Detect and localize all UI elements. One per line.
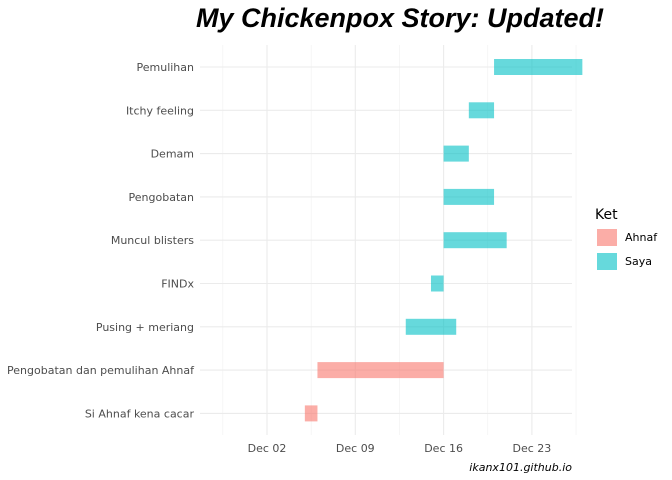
- chart-caption: ikanx101.github.io: [469, 461, 572, 474]
- legend-key: [597, 253, 617, 270]
- y-tick-label: Demam: [151, 148, 194, 161]
- legend: Ket Ahnaf Saya: [595, 207, 658, 270]
- gantt-bar: [494, 59, 582, 75]
- y-tick-label: Pemulihan: [137, 61, 195, 74]
- y-tick-label: Muncul blisters: [111, 234, 194, 247]
- x-axis-labels: Dec 02 Dec 09 Dec 16 Dec 23: [248, 442, 552, 455]
- x-tick-label: Dec 16: [424, 442, 463, 455]
- legend-label: Ahnaf: [625, 231, 658, 244]
- y-tick-label: Pusing + meriang: [96, 321, 194, 334]
- x-tick-label: Dec 23: [513, 442, 552, 455]
- y-axis-labels: Pemulihan Itchy feeling Demam Pengobatan Mun…: [7, 61, 195, 420]
- gantt-bar: [444, 189, 494, 205]
- x-tick-label: Dec 02: [248, 442, 287, 455]
- gantt-bar: [444, 232, 507, 248]
- legend-key: [597, 229, 617, 246]
- gantt-bar: [305, 405, 318, 421]
- gantt-bar: [469, 102, 494, 118]
- gantt-bar: [406, 319, 456, 335]
- y-tick-label: Pengobatan dan pemulihan Ahnaf: [7, 364, 195, 377]
- chart-title: My Chickenpox Story: Updated!: [196, 3, 604, 33]
- gantt-bar: [317, 362, 443, 378]
- x-tick-label: Dec 09: [336, 442, 375, 455]
- y-tick-label: Itchy feeling: [126, 104, 194, 117]
- y-tick-label: FINDx: [161, 278, 194, 291]
- legend-title: Ket: [595, 207, 618, 223]
- gantt-bar: [444, 146, 469, 162]
- legend-label: Saya: [625, 255, 652, 268]
- gantt-bar: [431, 276, 444, 292]
- y-tick-label: Pengobatan: [129, 191, 194, 204]
- y-tick-label: Si Ahnaf kena cacar: [85, 407, 195, 420]
